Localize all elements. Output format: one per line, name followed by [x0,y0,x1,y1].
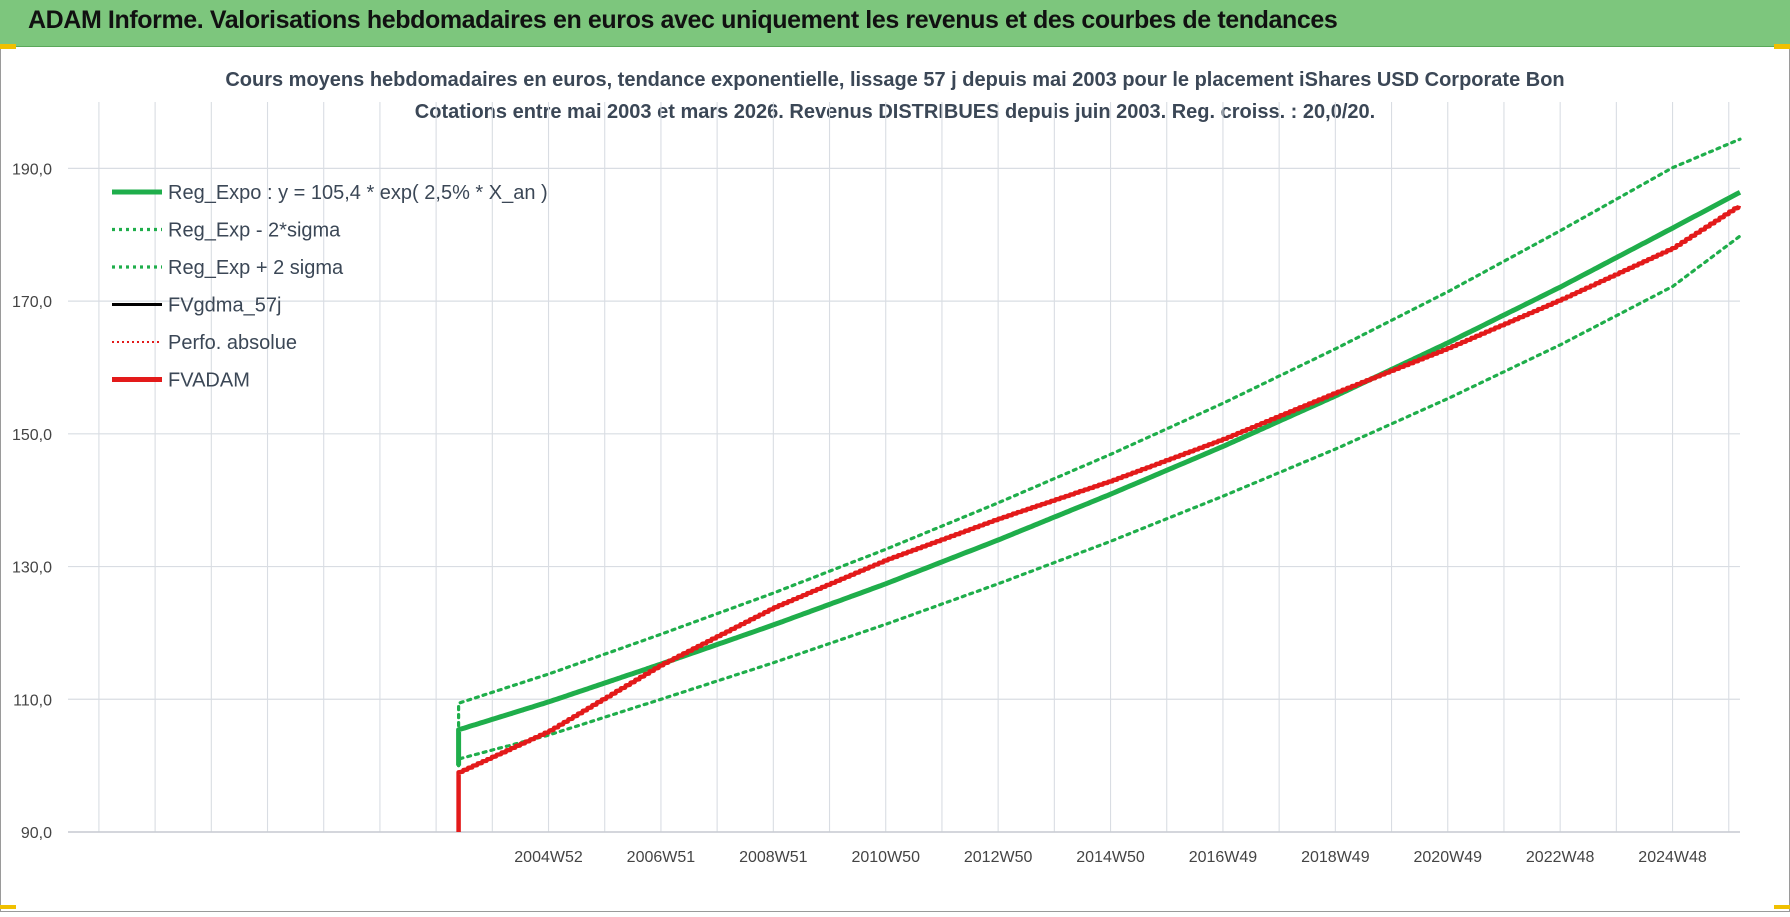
legend-label: FVgdma_57j [168,295,281,317]
corner-mark-right [1774,44,1790,49]
legend-label: Reg_Exp + 2 sigma [168,257,344,279]
corner-mark-left [0,44,16,49]
y-tick-label: 110,0 [13,692,52,709]
series-reg-expo [456,190,1742,766]
x-tick-label: 2004W52 [514,849,583,866]
y-tick-label: 130,0 [12,560,52,577]
y-tick-label: 190,0 [12,161,52,178]
legend: Reg_Expo : y = 105,4 * exp( 2,5% * X_an … [112,182,548,392]
x-tick-label: 2016W49 [1189,849,1258,866]
legend-label: Reg_Expo : y = 105,4 * exp( 2,5% * X_an … [168,182,548,204]
y-tick-label: 90,0 [21,825,52,842]
x-tick-label: 2018W49 [1301,849,1370,866]
y-tick-label: 170,0 [12,294,52,311]
chart-area: Cours moyens hebdomadaires en euros, ten… [0,46,1790,912]
x-tick-label: 2020W49 [1414,849,1483,866]
x-tick-label: 2008W51 [739,849,808,866]
x-tick-label: 2010W50 [851,849,920,866]
x-tick-label: 2022W48 [1526,849,1595,866]
y-tick-label: 150,0 [12,427,52,444]
chart-title: Cours moyens hebdomadaires en euros, ten… [225,69,1564,91]
x-axis: 2004W52 2006W51 2008W51 2010W50 2012W50 2014W… [68,831,1740,866]
series-reg-exp-plus-2sigma [457,137,1742,768]
legend-label: FVADAM [168,370,250,392]
series-fvadam [456,204,1742,832]
banner: ADAM Informe. Valorisations hebdomadaire… [0,0,1790,47]
gridlines [68,102,1740,833]
series-group [456,137,1742,832]
x-tick-label: 2024W48 [1638,849,1707,866]
corner-mark-bottom-left [0,905,16,909]
corner-mark-bottom-right [1774,905,1790,909]
legend-label: Reg_Exp - 2*sigma [168,220,341,242]
chart-subtitle: Cotations entre mai 2003 et mars 2026. R… [415,101,1375,123]
y-axis: 90,0 110,0 130,0 150,0 170,0 190,0 [12,161,52,842]
x-tick-label: 2006W51 [627,849,696,866]
series-reg-exp-minus-2sigma [457,234,1742,768]
chart-svg: Cours moyens hebdomadaires en euros, ten… [12,69,1742,866]
x-tick-label: 2012W50 [964,849,1033,866]
x-tick-label: 2014W50 [1076,849,1145,866]
legend-label: Perfo. absolue [168,332,297,354]
banner-title: ADAM Informe. Valorisations hebdomadaire… [28,6,1338,34]
